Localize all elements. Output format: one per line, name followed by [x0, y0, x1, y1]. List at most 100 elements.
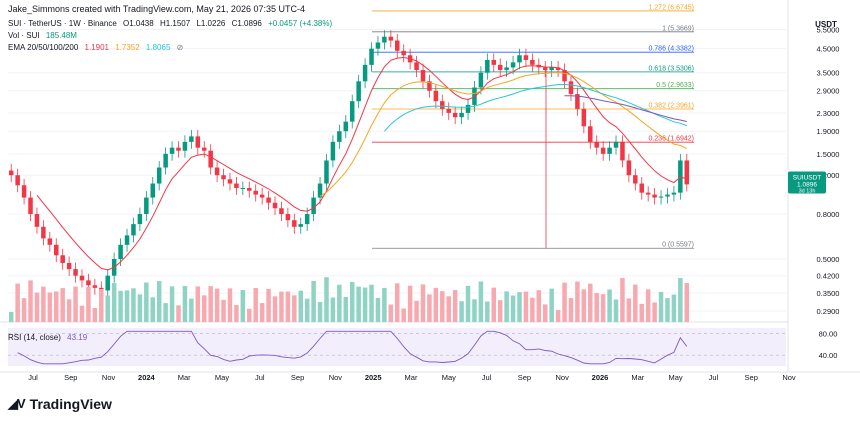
time-tick-label: 2025 — [365, 373, 382, 382]
candle-body — [620, 141, 625, 161]
candle-body — [562, 70, 567, 82]
fib-level-label: 0.236 (1.6942) — [648, 136, 694, 143]
fib-level-label: 1.272 (6.6745) — [648, 4, 694, 11]
candle-body — [542, 67, 548, 71]
ema20-line — [36, 56, 687, 271]
ema50-line — [319, 72, 688, 197]
volume-bar — [581, 289, 587, 322]
volume-bar — [678, 278, 683, 322]
volume-bar — [665, 298, 670, 322]
ema200-line — [564, 95, 687, 122]
tradingview-wordmark: TradingView — [29, 396, 112, 412]
candle-body — [266, 197, 271, 203]
candle-body — [195, 136, 201, 148]
candle-body — [530, 59, 535, 65]
countdown: 3d 13h — [799, 188, 816, 194]
volume-bar — [600, 294, 606, 322]
volume-bar — [227, 288, 233, 322]
volume-bar — [201, 295, 207, 322]
price-tick-label: 2.9000 — [817, 87, 840, 96]
volume-bar — [60, 288, 65, 322]
volume-bar — [195, 286, 201, 322]
volume-bar — [517, 292, 522, 322]
price-tick-label: 2.3000 — [817, 109, 840, 118]
candle-body — [240, 187, 246, 189]
candle-body — [131, 224, 136, 236]
volume-bar — [111, 283, 117, 322]
volume-bar — [247, 308, 252, 322]
candle-body — [401, 50, 406, 56]
candle-body — [34, 214, 40, 227]
volume-bar — [131, 288, 136, 322]
volume-bar — [626, 298, 632, 322]
ema50-value: 1.7352 — [115, 43, 140, 52]
candle-body — [517, 55, 522, 63]
time-tick-label: Nov — [782, 373, 796, 382]
candle-body — [247, 187, 252, 191]
fib-level-label: 1 (5.3669) — [662, 25, 694, 32]
ema100-value: 1.8065 — [145, 43, 171, 52]
ema-label[interactable]: EMA 20/50/100/200 — [8, 43, 79, 52]
candle-body — [652, 194, 657, 198]
volume-value: 185.48M — [45, 31, 77, 40]
chart-attribution: Jake_Simmons created with TradingView.co… — [8, 4, 305, 14]
volume-bar — [414, 300, 419, 322]
volume-bar — [86, 286, 91, 322]
candle-body — [227, 179, 233, 184]
volume-bar — [137, 294, 143, 322]
volume-bar — [523, 291, 529, 322]
time-tick-label: Sep — [291, 373, 304, 382]
volume-bar — [671, 294, 677, 322]
ema-legend: EMA 20/50/100/200 1.1901 1.7352 1.8065 ⊘ — [8, 43, 187, 52]
volume-bar — [536, 290, 542, 322]
price-tick-label: 1.2000 — [817, 171, 840, 180]
eye-off-icon[interactable]: ⊘ — [176, 43, 184, 52]
candle-body — [73, 269, 78, 276]
candle-body — [189, 136, 194, 142]
time-tick-label: 2024 — [138, 373, 156, 382]
volume-bar — [427, 294, 432, 322]
candle-body — [633, 175, 638, 184]
candle-body — [118, 244, 123, 260]
price-tick-label: 5.5000 — [817, 25, 840, 34]
symbol-label[interactable]: SUI · TetherUS · 1W · Binance — [8, 19, 117, 28]
fib-level-label: 0.5 (2.9633) — [656, 82, 694, 89]
volume-label[interactable]: Vol · SUI — [8, 31, 40, 40]
candle-body — [144, 197, 149, 215]
volume-bar — [337, 284, 342, 322]
price-tick-label: 3.5000 — [817, 69, 840, 78]
tradingview-logo[interactable]: ◢V TradingView — [8, 396, 112, 412]
fib-level-label: 0.786 (4.3382) — [648, 46, 694, 53]
volume-bar — [304, 298, 310, 322]
candle-body — [459, 112, 464, 118]
volume-bar — [66, 299, 72, 322]
price-tick-label: 1.9000 — [817, 127, 840, 136]
time-tick-label: May — [215, 373, 229, 382]
candle-body — [214, 167, 220, 176]
candle-body — [298, 224, 303, 227]
volume-bar — [343, 297, 349, 322]
rsi-label[interactable]: RSI (14, close) — [8, 333, 61, 342]
time-tick-label: Sep — [518, 373, 531, 382]
candle-body — [41, 226, 46, 239]
candle-body — [285, 214, 291, 221]
volume-bar — [575, 281, 580, 322]
candle-body — [497, 64, 503, 71]
volume-bar — [163, 303, 168, 322]
candle-body — [588, 126, 593, 142]
volume-bar — [292, 295, 297, 322]
volume-bar — [79, 305, 85, 322]
price-tick-label: 0.5000 — [817, 255, 840, 264]
volume-bar — [446, 296, 451, 322]
candle-body — [15, 175, 20, 186]
volume-bar — [298, 290, 303, 322]
volume-bar — [369, 284, 374, 322]
candle-body — [272, 202, 278, 209]
volume-bar — [478, 281, 484, 322]
volume-legend: Vol · SUI 185.48M — [8, 31, 81, 40]
volume-bar — [497, 300, 503, 322]
volume-bar — [54, 291, 59, 322]
candle-body — [79, 275, 85, 281]
volume-bar — [144, 282, 149, 322]
